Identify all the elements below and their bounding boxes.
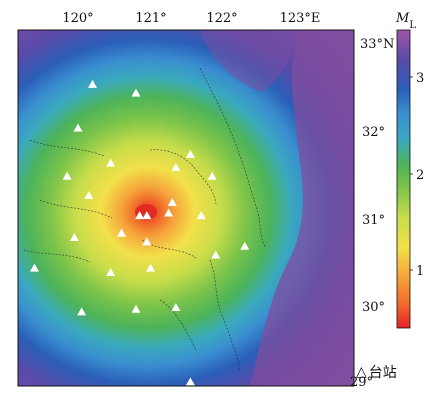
lat-tick-31: 31° <box>362 213 385 228</box>
station-marker <box>4 184 14 193</box>
station-marker <box>106 158 116 167</box>
lon-tick-121: 121° <box>135 11 166 26</box>
station-marker <box>30 263 39 272</box>
stations-layer <box>4 79 250 386</box>
lon-tick-122: 122° <box>206 11 237 26</box>
lat-tick-32: 32° <box>362 125 385 140</box>
colorbar: ML 3 2 1 <box>395 11 424 329</box>
colorbar-ticks <box>410 76 413 271</box>
lat-tick-29: 29° <box>350 375 373 390</box>
station-marker <box>142 211 152 220</box>
colorbar-tick-2: 2 <box>416 168 424 183</box>
northeast-low-zone <box>200 30 300 92</box>
station-legend-symbol-icon: △ <box>356 364 367 380</box>
station-marker <box>131 88 141 97</box>
lon-tick-123: 123°E <box>280 11 321 26</box>
station-marker <box>88 79 97 88</box>
map-panel <box>18 30 354 386</box>
station-marker <box>185 377 195 386</box>
sea-low-zone <box>250 30 354 386</box>
station-marker <box>171 303 181 311</box>
lat-tick-33: 33°N <box>360 37 394 52</box>
station-marker <box>131 304 141 313</box>
station-marker <box>77 307 87 316</box>
station-marker <box>164 208 174 217</box>
station-marker <box>185 149 195 158</box>
station-marker <box>167 198 177 206</box>
colorbar-tick-3: 3 <box>416 71 424 86</box>
colorbar-scale <box>396 29 411 329</box>
station-marker <box>196 211 206 220</box>
station-marker <box>142 237 152 246</box>
station-marker <box>207 171 217 180</box>
map-frame <box>17 29 355 387</box>
lon-tick-120: 120° <box>62 11 93 26</box>
station-legend: △ 台站 <box>356 362 397 382</box>
colorbar-title: ML <box>395 11 416 31</box>
station-legend-label: 台站 <box>368 365 397 381</box>
station-marker <box>106 268 116 276</box>
station-marker <box>146 263 155 272</box>
station-marker <box>171 163 181 171</box>
colorbar-tick-1: 1 <box>416 264 424 279</box>
station-marker <box>240 241 250 250</box>
station-marker <box>62 171 72 180</box>
lat-tick-30: 30° <box>362 300 385 315</box>
station-marker <box>211 250 221 259</box>
station-marker <box>4 114 14 123</box>
station-marker <box>69 233 79 241</box>
station-marker <box>117 228 126 237</box>
station-marker <box>135 211 145 220</box>
station-marker <box>84 191 94 199</box>
station-marker <box>73 123 83 132</box>
